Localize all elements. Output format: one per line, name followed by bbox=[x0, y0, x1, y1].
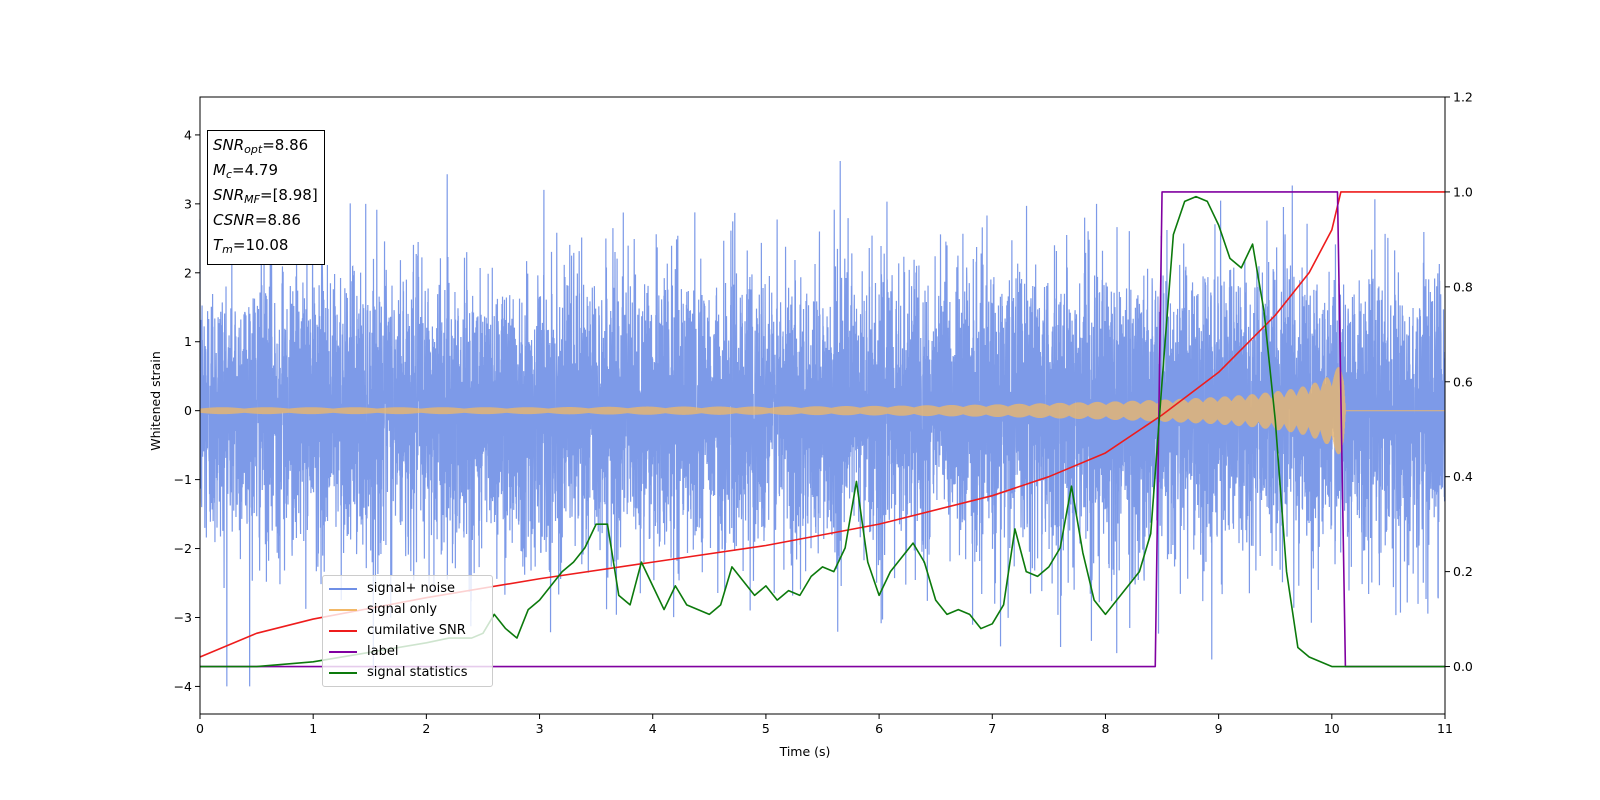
right-y-tick-label: 0.6 bbox=[1453, 374, 1473, 389]
parameter-box: SNRopt=8.86 Mc=4.79 SNRMF=[8.98] CSNR=8.… bbox=[207, 130, 325, 265]
legend-swatch bbox=[329, 629, 357, 632]
x-tick: 7 bbox=[988, 714, 996, 736]
x-tick-label: 1 bbox=[309, 721, 317, 736]
y-axis-label: Whitened strain bbox=[148, 351, 163, 450]
legend-item-label: label bbox=[329, 641, 486, 662]
y-tick-label: −4 bbox=[174, 679, 192, 694]
x-tick: 11 bbox=[1437, 714, 1453, 736]
right-y-tick-label: 1.2 bbox=[1453, 90, 1473, 105]
y-tick: −2 bbox=[174, 541, 200, 556]
series-signal-only bbox=[199, 367, 1445, 455]
x-tick-label: 2 bbox=[422, 721, 430, 736]
plot-frame bbox=[199, 96, 1446, 715]
right-y-tick: 0.4 bbox=[1445, 469, 1473, 484]
snr-opt-line: SNRopt=8.86 bbox=[213, 136, 309, 156]
snr-mf-line: SNRMF=[8.98] bbox=[213, 186, 318, 206]
y-tick: −3 bbox=[174, 610, 200, 625]
x-tick-label: 3 bbox=[536, 721, 544, 736]
x-tick-label: 10 bbox=[1324, 721, 1340, 736]
series-signal-statistics bbox=[200, 195, 1445, 668]
chirp-mass-line: Mc=4.79 bbox=[213, 161, 278, 181]
y-tick-label: −2 bbox=[174, 541, 192, 556]
y-tick: 2 bbox=[184, 265, 200, 280]
x-tick-label: 11 bbox=[1437, 721, 1453, 736]
y-tick: 3 bbox=[184, 196, 200, 211]
y-tick: 4 bbox=[184, 127, 200, 142]
x-tick: 0 bbox=[196, 714, 204, 736]
x-tick: 8 bbox=[1101, 714, 1109, 736]
legend-item-signal-statistics: signal statistics bbox=[329, 662, 486, 683]
right-y-tick: 1.2 bbox=[1445, 90, 1473, 105]
right-y-tick: 0.0 bbox=[1445, 659, 1473, 674]
y-tick-label: −3 bbox=[174, 610, 192, 625]
x-tick: 1 bbox=[309, 714, 317, 736]
x-tick-label: 8 bbox=[1101, 721, 1109, 736]
x-tick: 5 bbox=[762, 714, 770, 736]
axes: 0 1 2 3 4 5 6 7 8 9 10 11 −4 −3 −2 −1 0 1 2 3 4 0.0 0.2 0.4 0.6 0… bbox=[174, 90, 1473, 737]
y-tick-label: 2 bbox=[184, 265, 192, 280]
y-tick: 0 bbox=[184, 403, 200, 418]
y-tick-label: 0 bbox=[184, 403, 192, 418]
legend-swatch bbox=[329, 608, 357, 611]
right-y-tick: 0.8 bbox=[1445, 279, 1473, 294]
right-y-tick-label: 0.0 bbox=[1453, 659, 1473, 674]
merger-time-line: Tm=10.08 bbox=[213, 236, 289, 256]
legend-item-signal-only: signal only bbox=[329, 599, 486, 620]
right-y-tick-label: 0.8 bbox=[1453, 279, 1473, 294]
x-tick-label: 0 bbox=[196, 721, 204, 736]
x-tick: 3 bbox=[536, 714, 544, 736]
x-tick: 10 bbox=[1324, 714, 1340, 736]
right-y-tick-label: 0.4 bbox=[1453, 469, 1473, 484]
right-y-tick-label: 0.2 bbox=[1453, 564, 1473, 579]
y-tick-label: −1 bbox=[174, 472, 192, 487]
csnr-line: CSNR=8.86 bbox=[213, 211, 301, 229]
x-tick-label: 9 bbox=[1215, 721, 1223, 736]
x-tick-label: 5 bbox=[762, 721, 770, 736]
y-tick-label: 4 bbox=[184, 127, 192, 142]
y-tick-label: 3 bbox=[184, 196, 192, 211]
x-tick: 9 bbox=[1215, 714, 1223, 736]
legend-swatch bbox=[329, 671, 357, 674]
right-y-tick: 1.0 bbox=[1445, 184, 1473, 199]
legend-item-cumulative-snr: cumilative SNR bbox=[329, 620, 486, 641]
legend-item-signal-noise: signal+ noise bbox=[329, 578, 486, 599]
legend: signal+ noise signal only cumilative SNR… bbox=[322, 575, 493, 687]
right-y-tick: 0.2 bbox=[1445, 564, 1473, 579]
y-tick: 1 bbox=[184, 334, 200, 349]
legend-swatch bbox=[329, 587, 357, 590]
x-axis-label: Time (s) bbox=[779, 744, 831, 759]
x-tick: 2 bbox=[422, 714, 430, 736]
x-tick: 6 bbox=[875, 714, 883, 736]
y-tick: −4 bbox=[174, 679, 200, 694]
y-tick: −1 bbox=[174, 472, 200, 487]
y-tick-label: 1 bbox=[184, 334, 192, 349]
x-tick-label: 4 bbox=[649, 721, 657, 736]
legend-swatch bbox=[329, 650, 357, 653]
x-tick: 4 bbox=[649, 714, 657, 736]
x-tick-label: 7 bbox=[988, 721, 996, 736]
x-tick-label: 6 bbox=[875, 721, 883, 736]
right-y-tick-label: 1.0 bbox=[1453, 184, 1473, 199]
right-y-tick: 0.6 bbox=[1445, 374, 1473, 389]
